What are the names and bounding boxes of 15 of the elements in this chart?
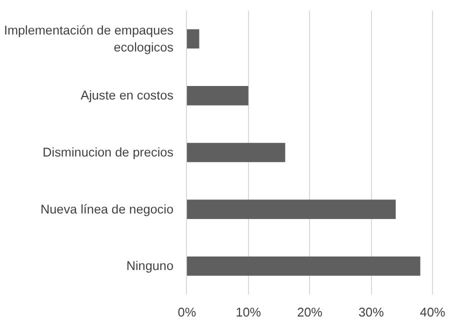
bar xyxy=(186,142,286,162)
y-tick-label: Implementación de empaques ecologicos xyxy=(4,24,174,54)
bar xyxy=(186,200,396,219)
y-tick-label: Nueva línea de negocio xyxy=(40,202,174,216)
x-tick-label: 0% xyxy=(178,306,196,320)
y-tick-label: Ajuste en costos xyxy=(80,88,174,103)
bar xyxy=(186,86,248,106)
y-tick-label: Ninguno xyxy=(126,259,174,274)
y-tick-label: Disminucion de precios xyxy=(42,146,174,160)
bar xyxy=(186,29,200,49)
x-tick-label: 20% xyxy=(297,306,322,320)
x-tick-label: 10% xyxy=(236,306,262,320)
x-tick-label: 30% xyxy=(358,306,384,320)
bar xyxy=(186,256,420,276)
x-tick-label: 40% xyxy=(420,306,446,320)
